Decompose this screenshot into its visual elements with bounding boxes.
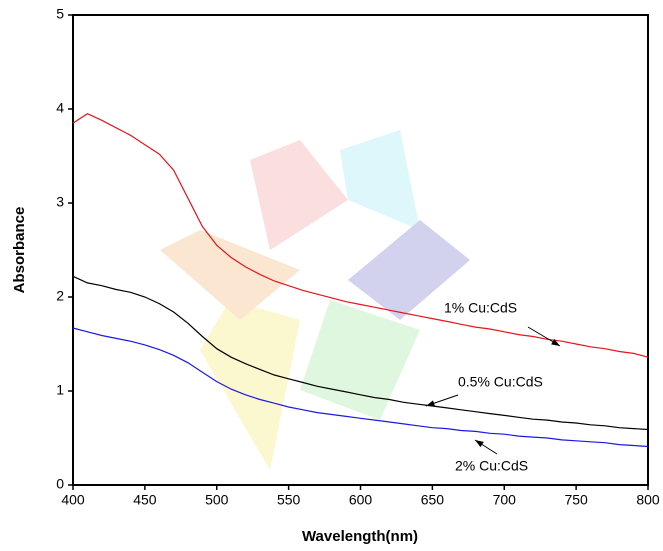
series-line bbox=[72, 327, 649, 448]
x-tick-label: 800 bbox=[636, 492, 660, 508]
x-tick-label: 500 bbox=[205, 492, 229, 508]
arrow-head bbox=[426, 400, 435, 407]
arrow-head bbox=[551, 339, 560, 346]
series-line bbox=[72, 113, 649, 358]
series-label: 1% Cu:CdS bbox=[444, 300, 517, 316]
x-tick-label: 550 bbox=[277, 492, 301, 508]
series-line bbox=[72, 275, 649, 431]
y-tick-label: 0 bbox=[56, 476, 64, 492]
series-label: 2% Cu:CdS bbox=[455, 458, 528, 474]
x-tick-label: 650 bbox=[421, 492, 445, 508]
series-label: 0.5% Cu:CdS bbox=[458, 374, 543, 390]
watermark bbox=[160, 130, 470, 470]
y-tick-label: 5 bbox=[56, 6, 64, 22]
plot-frame bbox=[72, 14, 649, 486]
y-tick-label: 1 bbox=[56, 382, 64, 398]
y-tick-label: 3 bbox=[56, 194, 64, 210]
x-axis-title: Wavelength(nm) bbox=[302, 528, 418, 545]
y-axis-title: Absorbance bbox=[11, 207, 28, 294]
arrow-head bbox=[475, 440, 484, 448]
x-tick-label: 600 bbox=[349, 492, 373, 508]
y-tick-label: 4 bbox=[56, 100, 64, 116]
x-tick-label: 700 bbox=[493, 492, 517, 508]
x-tick-label: 750 bbox=[564, 492, 588, 508]
x-tick-label: 400 bbox=[61, 492, 85, 508]
x-tick-label: 450 bbox=[133, 492, 157, 508]
y-tick-label: 2 bbox=[56, 288, 64, 304]
